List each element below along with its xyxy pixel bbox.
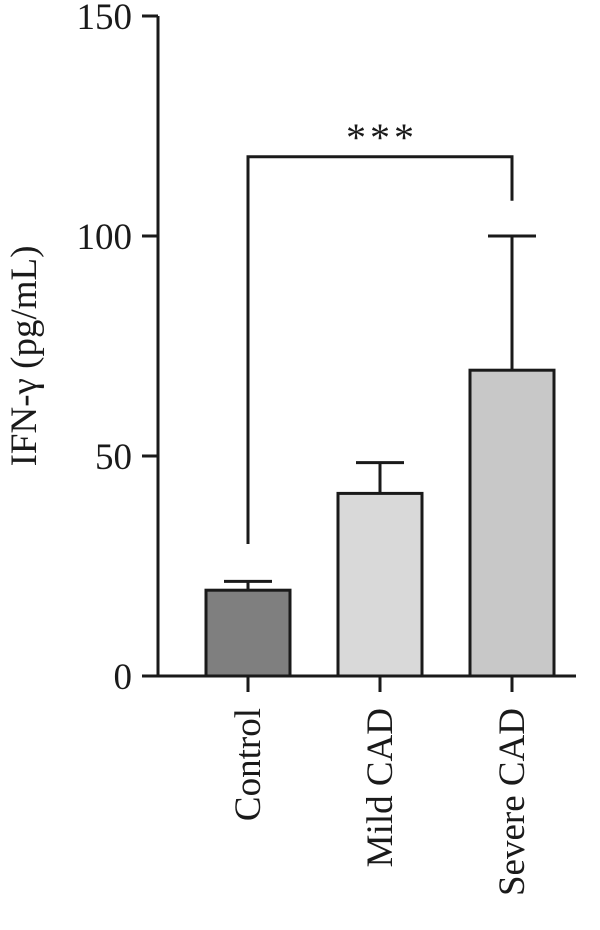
bar <box>336 491 424 678</box>
x-tick-label: Mild CAD <box>360 708 401 867</box>
x-ticks: Control Mild CAD Severe CAD <box>228 676 533 896</box>
significance-bracket-line <box>246 155 514 544</box>
y-tick-label: 100 <box>77 217 133 258</box>
bar <box>204 588 292 678</box>
significance-label: *** <box>346 115 418 160</box>
y-tick-label: 50 <box>95 437 132 478</box>
x-tick-label: Control <box>228 708 269 821</box>
bars <box>204 368 556 678</box>
bar <box>468 368 556 678</box>
y-ticks: 0 50 100 150 <box>77 0 158 698</box>
significance-bracket: *** <box>246 115 514 544</box>
y-tick-label: 150 <box>77 0 133 38</box>
x-tick-label: Severe CAD <box>492 708 533 896</box>
y-axis-title: IFN-γ (pg/mL) <box>4 246 45 467</box>
error-bars <box>224 234 536 591</box>
y-tick-label: 0 <box>114 657 133 698</box>
